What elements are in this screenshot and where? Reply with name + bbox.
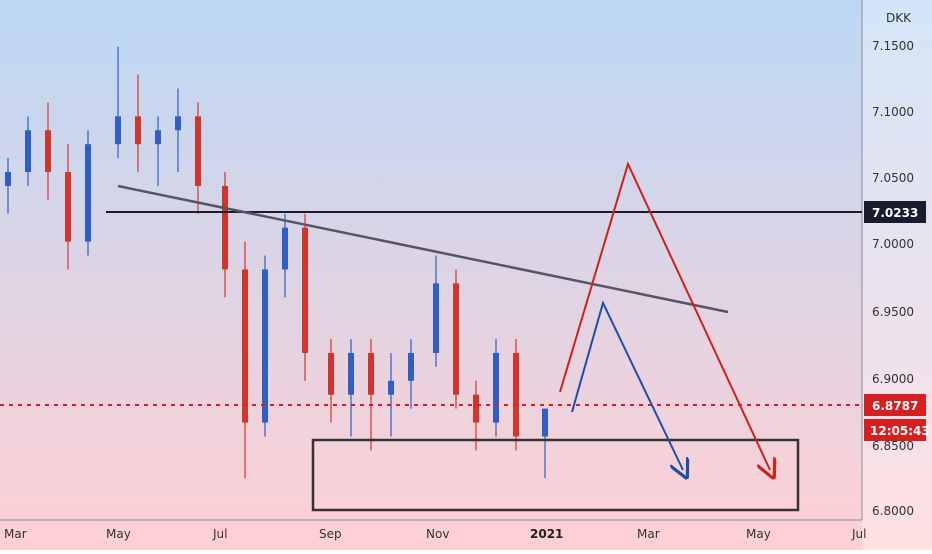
candle-body [542, 408, 548, 437]
analysis-layer [0, 161, 862, 512]
y-tick-label: 7.0500 [872, 171, 914, 185]
candle-body [513, 352, 519, 437]
candle-body [135, 116, 141, 145]
candle-body [408, 352, 414, 381]
candle-body [65, 172, 71, 242]
resistance-price-tag [864, 201, 926, 223]
y-tick-label: 6.9500 [872, 305, 914, 319]
candle-body [25, 130, 31, 173]
candle-body [242, 269, 248, 423]
candle-body [115, 116, 121, 145]
y-tick-label: 6.8500 [872, 439, 914, 453]
candle-body [282, 227, 288, 270]
candle-body [348, 352, 354, 395]
y-tick-label: 6.8000 [872, 504, 914, 518]
candle-body [262, 269, 268, 423]
candle-body [302, 227, 308, 353]
x-tick-label: Mar [4, 527, 27, 541]
candle-body [45, 130, 51, 173]
countdown-label: 12:05:43 [870, 424, 930, 438]
candle-body [453, 283, 459, 395]
resistance-price-label: 7.0233 [872, 206, 918, 220]
candle-body [493, 352, 499, 423]
candle-body [195, 116, 201, 186]
y-tick-label: 7.1500 [872, 39, 914, 53]
x-tick-label: Jul [851, 527, 866, 541]
price-axis: DKK 7.1500 7.1000 7.0500 7.0000 6.9500 6… [864, 11, 930, 518]
x-tick-label: Nov [426, 527, 449, 541]
y-tick-label: 6.9000 [872, 372, 914, 386]
price-axis-panel [862, 0, 932, 550]
support-zone-box[interactable] [311, 438, 800, 512]
x-tick-label: Jul [212, 527, 227, 541]
candle-body [175, 116, 181, 131]
candles-layer [5, 46, 548, 479]
time-axis: Mar May Jul Sep Nov 2021 Mar May Jul [4, 527, 866, 541]
candle-body [5, 172, 11, 186]
candle-body [328, 352, 334, 395]
x-tick-label: Sep [319, 527, 342, 541]
candle-body [368, 352, 374, 395]
candle-body [433, 283, 439, 353]
current-price-label: 6.8787 [872, 399, 918, 413]
y-tick-label: 7.1000 [872, 105, 914, 119]
candle-body [473, 394, 479, 423]
candle-body [222, 185, 228, 270]
candle-body [155, 130, 161, 145]
countdown-tag [864, 419, 926, 441]
currency-label: DKK [886, 11, 912, 25]
x-tick-label: Mar [637, 527, 660, 541]
descending-trendline[interactable] [117, 184, 729, 314]
y-tick-label: 7.0000 [872, 237, 914, 251]
current-price-tag [864, 394, 926, 416]
x-tick-label: 2021 [530, 527, 563, 541]
x-tick-label: May [746, 527, 771, 541]
candle-body [388, 380, 394, 395]
candle-body [85, 144, 91, 242]
x-tick-label: May [106, 527, 131, 541]
blue-projection-arrow[interactable] [571, 300, 683, 470]
red-projection-arrow[interactable] [559, 161, 770, 470]
